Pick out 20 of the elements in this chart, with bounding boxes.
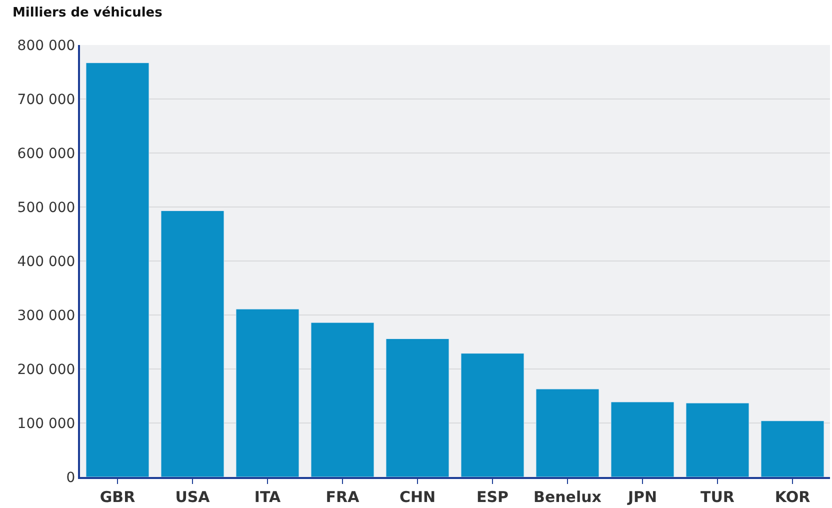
y-tick-label: 800 000 bbox=[17, 38, 76, 54]
x-tick-label: USA bbox=[175, 488, 210, 506]
x-tick-label: JPN bbox=[626, 488, 658, 506]
x-tick-label: TUR bbox=[700, 488, 735, 506]
x-tick-label: Benelux bbox=[534, 488, 602, 506]
x-tick-label: KOR bbox=[774, 488, 811, 506]
y-tick-label: 400 000 bbox=[17, 254, 76, 270]
y-tick-label: 0 bbox=[66, 470, 76, 486]
x-tick-label: CHN bbox=[399, 488, 436, 506]
y-tick-label: 300 000 bbox=[17, 308, 76, 324]
x-tick-label: ESP bbox=[476, 488, 509, 506]
chart-title: Milliers de véhicules bbox=[12, 6, 163, 21]
y-tick-label: 700 000 bbox=[17, 92, 76, 108]
y-tick-label: 600 000 bbox=[17, 146, 76, 162]
x-tick-label: FRA bbox=[326, 488, 360, 506]
y-tick-label: 500 000 bbox=[17, 200, 76, 216]
x-tick-label: ITA bbox=[254, 488, 282, 506]
x-tick-label: GBR bbox=[100, 488, 136, 506]
y-tick-label: 100 000 bbox=[17, 416, 76, 432]
y-tick-label: 200 000 bbox=[17, 362, 76, 378]
